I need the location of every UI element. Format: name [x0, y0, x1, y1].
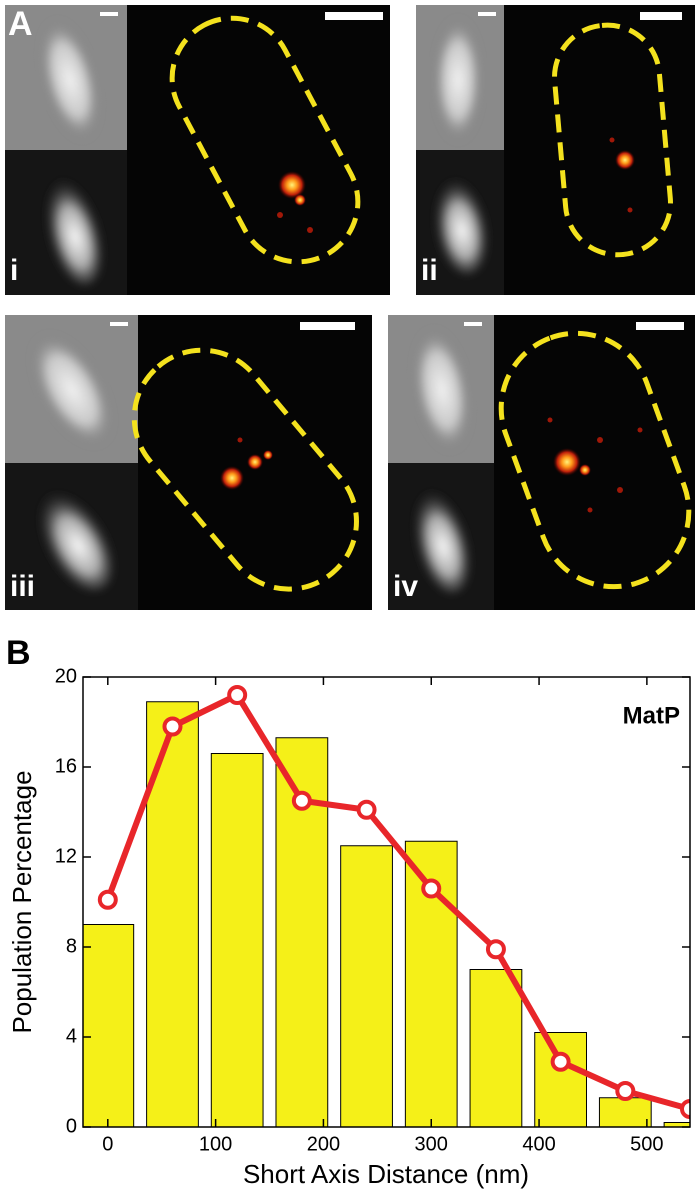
- line-point: [356, 799, 377, 820]
- x-tick-label: 300: [415, 1133, 448, 1155]
- panel-label: B: [6, 634, 31, 672]
- y-axis-label: Population Percentage: [7, 770, 37, 1033]
- panel-number: i: [10, 254, 18, 287]
- annotation: MatP: [623, 702, 680, 729]
- line: [104, 692, 690, 1112]
- panel-number: iv: [393, 570, 418, 603]
- bar: [469, 969, 523, 1127]
- plot-area: [83, 685, 690, 1127]
- panel-label: A: [8, 5, 33, 43]
- x-tick-label: 0: [102, 1133, 113, 1155]
- bar: [83, 924, 135, 1127]
- y-tick-label: 16: [55, 755, 77, 777]
- bar: [340, 845, 393, 1127]
- x-tick-label: 500: [630, 1133, 663, 1155]
- line-point: [615, 1081, 636, 1101]
- plot-frame: [82, 676, 691, 1128]
- line-point: [97, 889, 118, 910]
- x-axis-label: Short Axis Distance (nm): [243, 1159, 529, 1189]
- x-tick-label: 100: [199, 1133, 232, 1155]
- panel-number: ii: [421, 254, 438, 287]
- panel-iii: [5, 315, 372, 610]
- line-point: [227, 685, 248, 705]
- bar: [210, 753, 264, 1127]
- line-point: [485, 939, 506, 960]
- line-point: [421, 878, 442, 899]
- panel-number: iii: [10, 570, 35, 603]
- line-point: [680, 1099, 690, 1119]
- x-tick-label: 400: [522, 1133, 555, 1155]
- panel-i: [5, 5, 390, 295]
- y-tick-label: 4: [66, 1025, 77, 1047]
- line-point: [550, 1051, 571, 1072]
- line-point: [291, 790, 312, 811]
- line-point: [162, 716, 183, 737]
- bar: [534, 1032, 587, 1127]
- bar: [146, 701, 199, 1127]
- bar: [598, 1097, 652, 1127]
- x-tick-label: 200: [307, 1133, 340, 1155]
- y-tick-label: 0: [66, 1115, 77, 1137]
- panel-ii: [416, 5, 695, 295]
- y-tick-label: 12: [55, 845, 77, 867]
- panel-iv: [388, 315, 695, 610]
- y-tick-label: 20: [55, 665, 77, 687]
- y-tick-label: 8: [66, 935, 77, 957]
